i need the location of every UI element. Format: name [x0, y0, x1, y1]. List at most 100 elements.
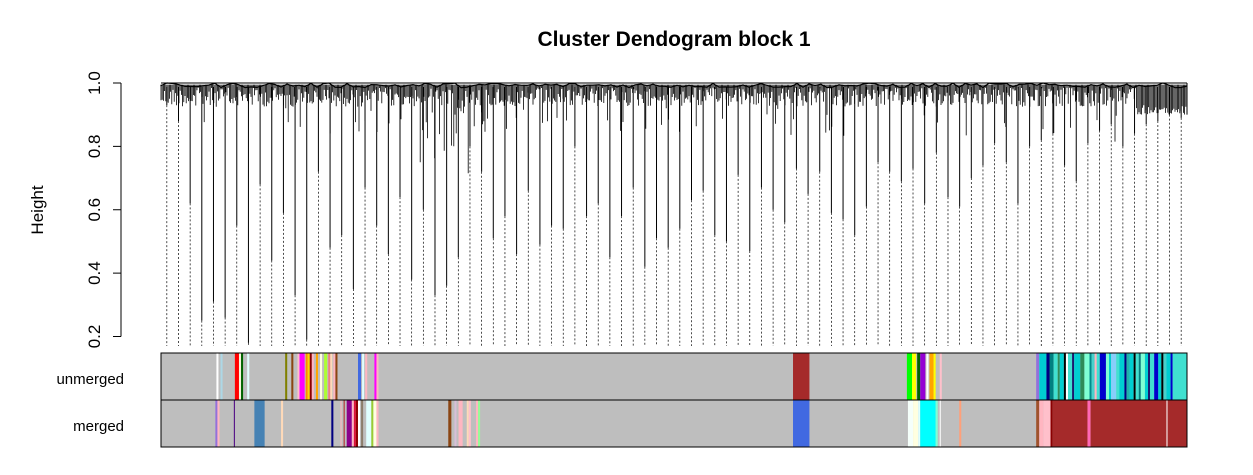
- segment-merged-9: [351, 400, 354, 447]
- chart-title: Cluster Dendogram block 1: [537, 28, 810, 51]
- segment-merged-17: [376, 400, 379, 447]
- segment-merged-8: [346, 400, 352, 447]
- segment-unmerged-20: [335, 353, 338, 400]
- segment-unmerged-27: [906, 353, 913, 400]
- color-row-bg-merged: [161, 400, 1187, 447]
- segment-unmerged-18: [330, 353, 333, 400]
- segment-unmerged-24: [374, 353, 377, 400]
- segment-unmerged-23: [365, 353, 368, 400]
- y-tick-label-2: 0.6: [85, 198, 104, 222]
- color-row-merged: [160, 399, 1188, 448]
- segment-unmerged-15: [320, 353, 323, 400]
- segment-unmerged-38: [1049, 353, 1054, 400]
- segment-merged-34: [1039, 400, 1044, 447]
- segment-unmerged-50: [1091, 353, 1095, 400]
- segment-unmerged-44: [1067, 353, 1073, 400]
- segment-merged-0: [215, 400, 218, 447]
- segment-unmerged-14: [315, 353, 318, 400]
- segment-merged-18: [448, 400, 452, 447]
- segment-unmerged-35: [1036, 353, 1040, 400]
- segment-unmerged-11: [307, 353, 310, 400]
- segment-unmerged-72: [1163, 353, 1167, 400]
- segment-unmerged-46: [1074, 353, 1081, 400]
- segment-merged-29: [920, 400, 936, 447]
- segment-merged-12: [357, 400, 361, 447]
- segment-merged-35: [1043, 400, 1051, 447]
- segment-unmerged-62: [1133, 353, 1136, 400]
- segment-unmerged-75: [1172, 353, 1187, 400]
- segment-merged-38: [1087, 400, 1091, 447]
- segment-unmerged-36: [1039, 353, 1047, 400]
- segment-merged-3: [254, 400, 265, 447]
- segment-unmerged-32: [929, 353, 934, 400]
- y-tick-label-4: 1.0: [85, 71, 104, 95]
- segment-unmerged-17: [328, 353, 331, 400]
- segment-merged-31: [939, 400, 941, 447]
- leaf-guide-lines: [166, 105, 1182, 346]
- segment-unmerged-22: [362, 353, 365, 400]
- segment-merged-21: [466, 400, 469, 447]
- segment-unmerged-39: [1053, 353, 1058, 400]
- segment-unmerged-30: [920, 353, 926, 400]
- segment-unmerged-7: [291, 353, 294, 400]
- segment-merged-39: [1090, 400, 1167, 447]
- segment-unmerged-74: [1170, 353, 1173, 400]
- segment-merged-13: [361, 400, 364, 447]
- segment-merged-15: [371, 400, 374, 447]
- segment-unmerged-69: [1154, 353, 1159, 400]
- segment-unmerged-56: [1111, 353, 1117, 400]
- segment-merged-24: [478, 400, 481, 447]
- segment-unmerged-51: [1094, 353, 1097, 400]
- segment-unmerged-70: [1158, 353, 1162, 400]
- segment-unmerged-1: [220, 353, 223, 400]
- segment-unmerged-73: [1166, 353, 1171, 400]
- segment-merged-36: [1050, 400, 1053, 447]
- segment-unmerged-61: [1129, 353, 1134, 400]
- segment-unmerged-65: [1140, 353, 1145, 400]
- segment-merged-22: [468, 400, 471, 447]
- segment-unmerged-58: [1119, 353, 1125, 400]
- segment-merged-10: [353, 400, 356, 447]
- segment-unmerged-63: [1135, 353, 1139, 400]
- segment-unmerged-9: [299, 353, 305, 400]
- segment-unmerged-49: [1089, 353, 1092, 400]
- segment-merged-32: [959, 400, 962, 447]
- segment-merged-23: [475, 400, 479, 447]
- segment-merged-30: [935, 400, 938, 447]
- segment-merged-33: [1036, 400, 1040, 447]
- segment-merged-41: [1167, 400, 1187, 447]
- segment-merged-16: [373, 400, 377, 447]
- segment-merged-4: [281, 400, 284, 447]
- segment-unmerged-29: [917, 353, 921, 400]
- segment-merged-5: [331, 400, 334, 447]
- segment-merged-1: [217, 400, 220, 447]
- segment-unmerged-2: [234, 353, 239, 400]
- segment-unmerged-67: [1148, 353, 1151, 400]
- segment-unmerged-6: [285, 353, 288, 400]
- y-axis-label: Height: [28, 185, 47, 234]
- segment-unmerged-37: [1046, 353, 1050, 400]
- segment-merged-20: [458, 400, 463, 447]
- segment-unmerged-52: [1096, 353, 1100, 400]
- segment-unmerged-40: [1057, 353, 1060, 400]
- segment-unmerged-21: [357, 353, 362, 400]
- segment-merged-14: [366, 400, 372, 447]
- segment-unmerged-3: [238, 353, 242, 400]
- y-tick-label-3: 0.8: [85, 135, 104, 159]
- segment-unmerged-10: [305, 353, 308, 400]
- segment-unmerged-13: [311, 353, 314, 400]
- segment-unmerged-68: [1150, 353, 1155, 400]
- segment-unmerged-45: [1072, 353, 1075, 400]
- segment-unmerged-43: [1065, 353, 1068, 400]
- y-axis: 0.2 0.4 0.6 0.8 1.0: [85, 71, 122, 349]
- segment-unmerged-4: [241, 353, 244, 400]
- row-label-unmerged: unmerged: [56, 371, 124, 388]
- segment-unmerged-12: [309, 353, 312, 400]
- segment-unmerged-8: [297, 353, 300, 400]
- dendrogram-branches: [160, 82, 1188, 343]
- segment-merged-11: [355, 400, 358, 447]
- segment-unmerged-33: [933, 353, 936, 400]
- segment-unmerged-55: [1109, 353, 1112, 400]
- y-tick-label-0: 0.2: [85, 325, 104, 349]
